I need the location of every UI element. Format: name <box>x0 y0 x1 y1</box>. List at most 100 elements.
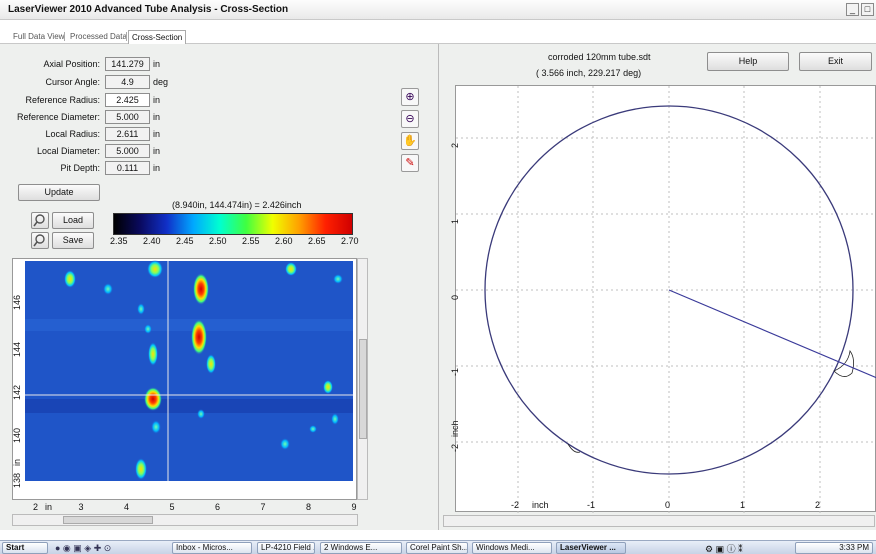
heatmap-blob <box>197 409 205 419</box>
heatmap-x-tick: 2 <box>33 502 39 512</box>
field-value: 2.611 <box>105 127 150 141</box>
heatmap-svg[interactable] <box>13 259 358 501</box>
hscroll-thumb[interactable] <box>63 516 153 524</box>
cross-x-tick: 0 <box>665 500 671 510</box>
cross-hscroll[interactable] <box>443 515 875 527</box>
heatmap-blob <box>151 420 161 434</box>
tube-profile-circle <box>484 105 854 475</box>
heatmap-x-tick: 4 <box>124 502 130 512</box>
zoom-out-icon[interactable]: ⊖ <box>401 110 419 128</box>
minimize-button[interactable]: _ <box>846 3 859 16</box>
heatmap-x-tick: 7 <box>260 502 266 512</box>
heatmap-y-tick: 138 <box>12 472 22 488</box>
heatmap-vscroll[interactable] <box>357 258 368 500</box>
heatmap-blob <box>103 283 113 295</box>
cross-y-tick: -2 <box>450 443 460 452</box>
field-unit: in <box>153 95 161 105</box>
taskbar-item[interactable]: Inbox - Micros... <box>172 542 252 554</box>
heatmap-blob <box>147 260 163 278</box>
field-value: 4.9 <box>105 75 150 89</box>
file-name: corroded 120mm tube.sdt <box>548 52 651 62</box>
colorbar-tick: 2.45 <box>176 236 194 246</box>
heatmap-x-tick: 8 <box>306 502 312 512</box>
cross-y-tick: 0 <box>450 294 460 300</box>
field-unit: in <box>153 163 161 173</box>
taskbar-item[interactable]: Windows Medi... <box>472 542 552 554</box>
tab-cross-section[interactable]: Cross-Section <box>128 30 187 44</box>
grid <box>456 86 876 513</box>
annotate-icon[interactable]: ✎ <box>401 154 419 172</box>
load-button[interactable]: Load <box>52 212 94 229</box>
field-label: Local Diameter: <box>36 146 100 156</box>
taskbar-item[interactable]: LP-4210 Field ... <box>257 542 315 554</box>
taskbar-item[interactable]: 2 Windows E... <box>320 542 402 554</box>
taskbar-item[interactable]: Corel Paint Sh... <box>406 542 468 554</box>
cross-y-tick: 1 <box>450 218 460 224</box>
heatmap-blob <box>144 387 162 411</box>
tab-divider <box>126 32 127 41</box>
cross-section-svg <box>456 86 876 513</box>
zoom-save-icon[interactable] <box>31 232 49 249</box>
title-bar: LaserViewer 2010 Advanced Tube Analysis … <box>0 0 876 20</box>
field-label: Cursor Angle: <box>45 77 100 87</box>
maximize-button[interactable]: □ <box>861 3 874 16</box>
field-unit: in <box>153 59 161 69</box>
heatmap-blob <box>135 458 147 480</box>
heatmap-blob <box>280 438 290 450</box>
zoom-load-icon[interactable] <box>31 212 49 229</box>
colorbar-tick: 2.40 <box>143 236 161 246</box>
heatmap-hscroll[interactable] <box>12 514 358 526</box>
heatmap-blob <box>331 413 339 425</box>
heatmap-blob <box>333 274 343 284</box>
update-button[interactable]: Update <box>18 184 100 201</box>
colorbar-tick: 2.60 <box>275 236 293 246</box>
heatmap-blob <box>137 303 145 315</box>
cursor-radius-line <box>668 289 876 379</box>
tray-icons[interactable]: ⚙ ▣ ⓘ ⁑ <box>705 544 743 554</box>
heatmap-blob <box>309 425 317 433</box>
cross-x-tick: -1 <box>587 500 596 510</box>
cross-x-tick: 1 <box>740 500 746 510</box>
heatmap-blob <box>193 273 209 305</box>
cross-y-tick: 2 <box>450 142 460 148</box>
field-value[interactable]: 2.425 <box>105 93 150 107</box>
field-label: Local Radius: <box>45 129 100 139</box>
heatmap-band <box>25 399 353 413</box>
field-value: 141.279 <box>105 57 150 71</box>
cross-x-tick: 2 <box>815 500 821 510</box>
field-value: 0.111 <box>105 161 150 175</box>
heatmap-y-tick: 144 <box>12 341 22 357</box>
heatmap-x-tick: 9 <box>351 502 357 512</box>
heatmap-blob <box>64 270 76 288</box>
cross-y-label: inch <box>450 420 460 437</box>
exit-button[interactable]: Exit <box>799 52 872 71</box>
tab-divider <box>64 32 65 41</box>
colorbar <box>113 213 353 235</box>
help-button[interactable]: Help <box>707 52 789 71</box>
cross-x-label: inch <box>532 500 549 510</box>
field-unit: in <box>153 146 161 156</box>
heatmap-blob <box>191 319 207 355</box>
heatmap-band <box>25 319 353 331</box>
heatmap-y-unit: in <box>12 458 22 466</box>
heatmap-blob <box>148 342 158 366</box>
field-label: Axial Position: <box>43 59 100 69</box>
field-value: 5.000 <box>105 144 150 158</box>
taskbar-item[interactable]: LaserViewer ... <box>556 542 626 554</box>
quicklaunch-icons[interactable]: ● ◉ ▣ ◈ ✚ ⊙ <box>55 543 112 553</box>
cross-y-tick: -1 <box>450 367 460 376</box>
colorbar-readout: (8.940in, 144.474in) = 2.426inch <box>172 200 302 210</box>
cursor-readout: ( 3.566 inch, 229.217 deg) <box>536 68 642 78</box>
tab-full-data-view[interactable]: Full Data View <box>13 32 65 41</box>
colorbar-tick: 2.65 <box>308 236 326 246</box>
vscroll-thumb[interactable] <box>359 339 367 439</box>
save-button[interactable]: Save <box>52 232 94 249</box>
start-button[interactable]: Start <box>2 542 48 554</box>
cross-section-plot[interactable] <box>455 85 876 513</box>
zoom-in-icon[interactable]: ⊕ <box>401 88 419 106</box>
field-value: 5.000 <box>105 110 150 124</box>
heatmap-x-tick: 5 <box>169 502 175 512</box>
tab-processed-data[interactable]: Processed Data <box>70 32 127 41</box>
pan-hand-icon[interactable]: ✋ <box>401 132 419 150</box>
colorbar-tick: 2.70 <box>341 236 359 246</box>
